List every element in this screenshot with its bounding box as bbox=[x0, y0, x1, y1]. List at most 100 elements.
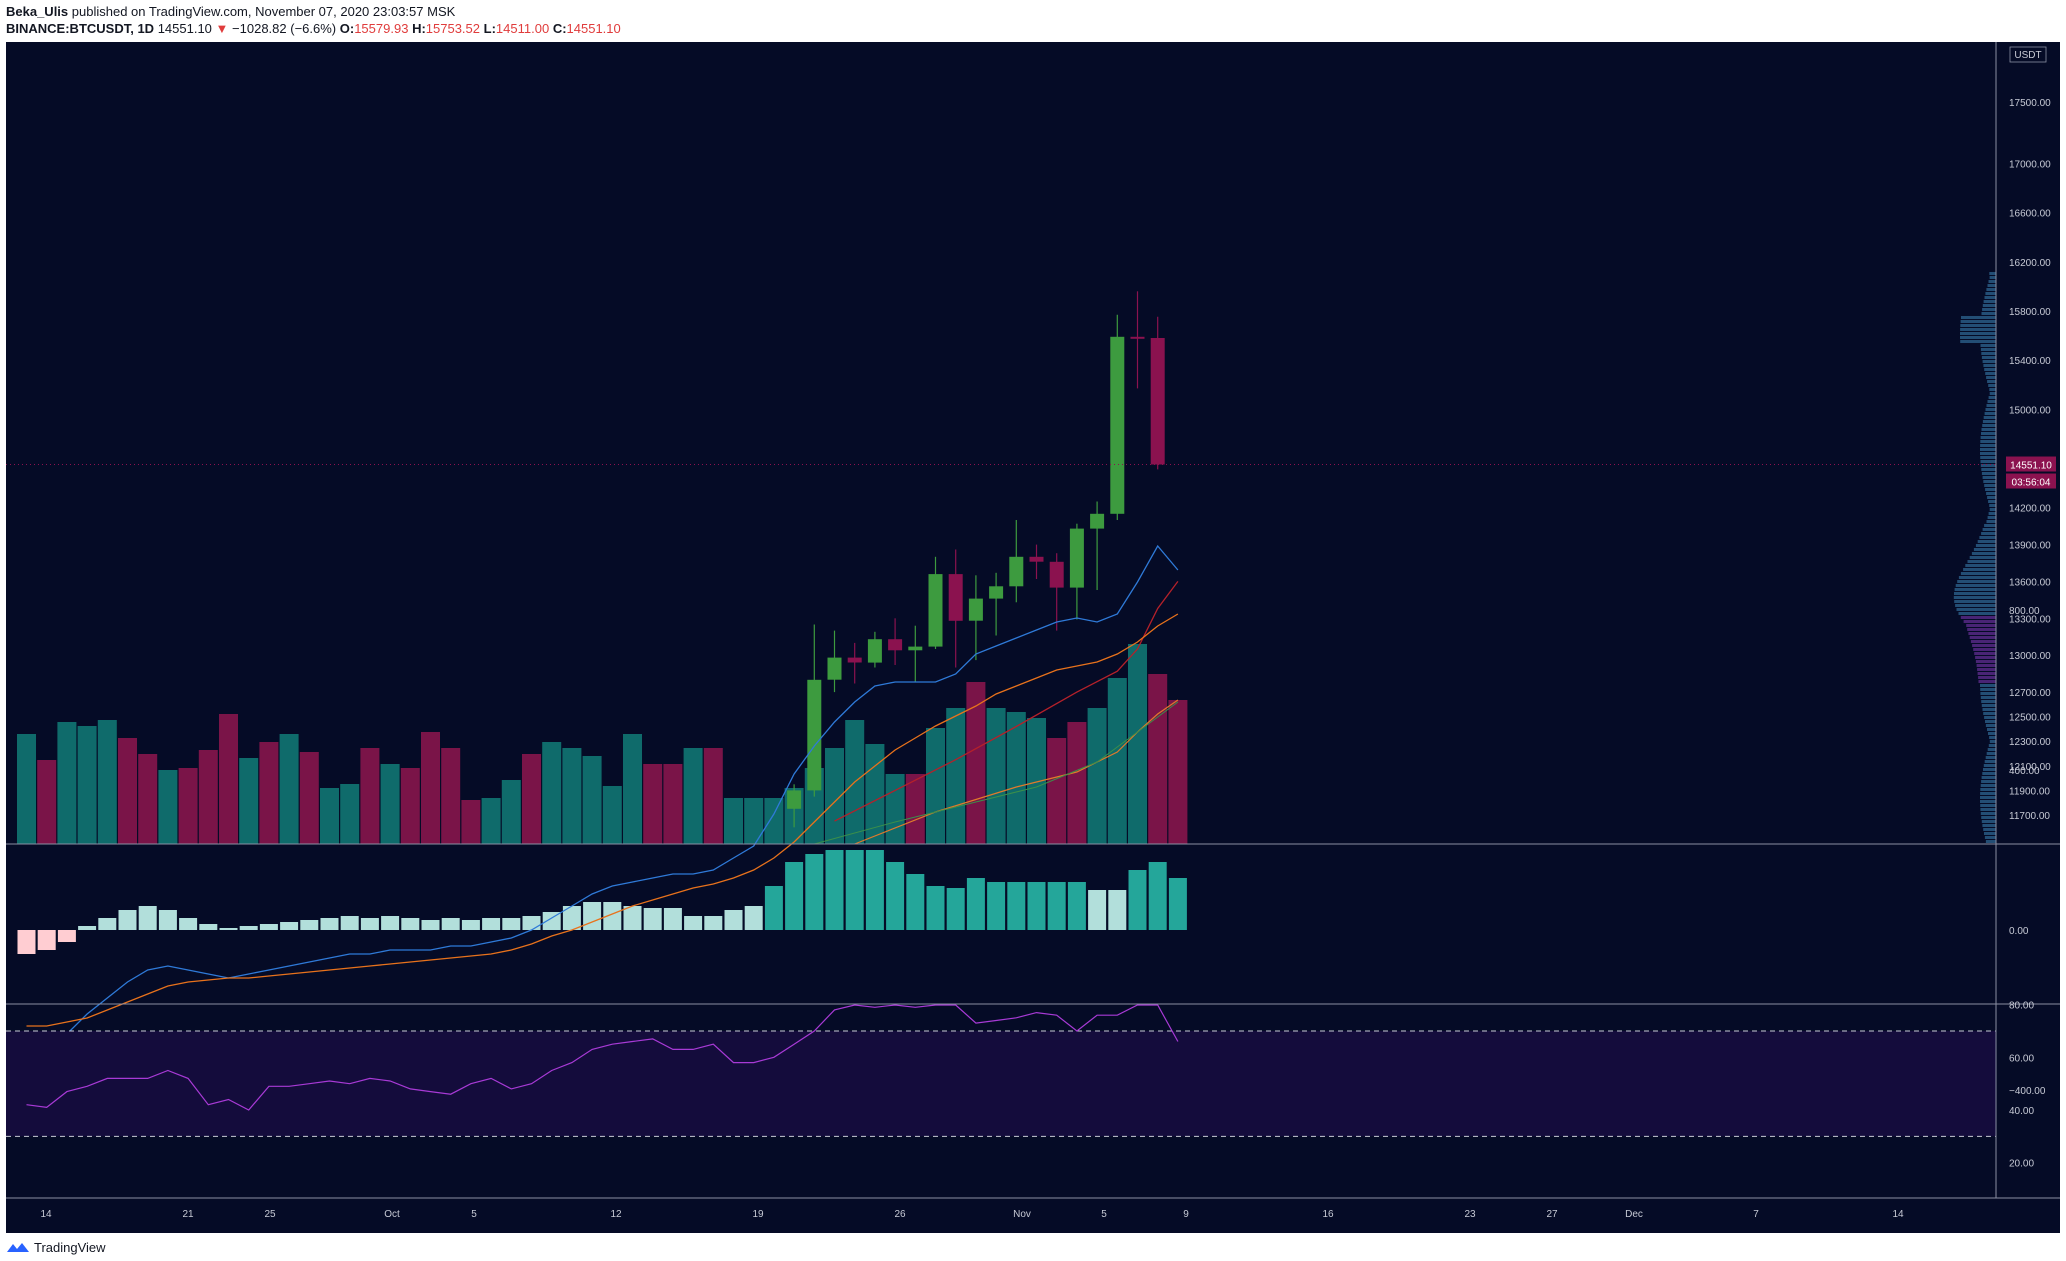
volume-bar bbox=[703, 748, 723, 844]
profile-bar bbox=[1957, 580, 1996, 583]
countdown-tag bbox=[2006, 473, 2056, 489]
macd-histogram-bar bbox=[886, 862, 905, 930]
price-tick-label: 12700.00 bbox=[2009, 688, 2051, 699]
volume-bar bbox=[299, 752, 319, 844]
macd-histogram-bar bbox=[179, 918, 198, 930]
volume-bar bbox=[421, 732, 440, 844]
down-arrow-icon: ▼ bbox=[215, 21, 229, 36]
profile-bar bbox=[1987, 496, 1996, 499]
volume-bar bbox=[320, 788, 339, 844]
volume-bar bbox=[340, 784, 360, 844]
profile-bar bbox=[1975, 660, 1996, 663]
macd-histogram-bar bbox=[522, 916, 541, 930]
macd-histogram-bar bbox=[381, 916, 400, 930]
signal-line bbox=[26, 613, 1179, 1027]
profile-bar bbox=[1974, 652, 1996, 655]
profile-bar bbox=[1980, 436, 1996, 439]
profile-bar bbox=[1981, 704, 1996, 707]
high-label: H: bbox=[412, 21, 426, 36]
profile-bar bbox=[1981, 428, 1996, 431]
currency-badge bbox=[2009, 46, 2047, 63]
macd-histogram-bar bbox=[340, 916, 359, 930]
profile-bar bbox=[1980, 344, 1996, 347]
profile-bar bbox=[1985, 720, 1996, 723]
macd-histogram-bar bbox=[1088, 890, 1107, 930]
volume-bar bbox=[219, 714, 238, 844]
profile-bar bbox=[1963, 620, 1996, 623]
profile-bar bbox=[1983, 480, 1996, 483]
profile-bar bbox=[1985, 840, 1996, 843]
profile-bar bbox=[1985, 488, 1996, 491]
volume-bar bbox=[623, 734, 642, 844]
volume-bar bbox=[239, 758, 259, 844]
countdown-label: 03:56:04 bbox=[2012, 478, 2051, 489]
macd-histogram-bar bbox=[724, 910, 743, 930]
profile-bar bbox=[1985, 756, 1996, 759]
candle-body bbox=[1110, 336, 1125, 514]
candle-body bbox=[1069, 528, 1084, 588]
profile-bar bbox=[1980, 792, 1996, 795]
high-value: 15753.52 bbox=[425, 21, 481, 36]
profile-bar bbox=[1984, 716, 1996, 719]
profile-bar bbox=[1960, 324, 1996, 327]
volume-bar bbox=[986, 708, 1006, 844]
profile-bar bbox=[1960, 336, 1996, 339]
profile-bar bbox=[1987, 380, 1996, 383]
profile-bar bbox=[1981, 356, 1996, 359]
volume-bar bbox=[764, 798, 784, 844]
volume-bar bbox=[158, 770, 178, 844]
x-tick-label: 12 bbox=[610, 1209, 622, 1220]
x-tick-label: 7 bbox=[1753, 1209, 1759, 1220]
macd-histogram-bar bbox=[138, 906, 157, 930]
profile-bar bbox=[1960, 320, 1996, 323]
currency-label: USDT bbox=[2014, 50, 2041, 61]
chart-area[interactable]: 14551.10 03:56:04 17500.00 17000.00 16600.0… bbox=[6, 42, 2060, 1233]
price-tick-label: 13900.00 bbox=[2009, 541, 2051, 552]
profile-bar bbox=[1971, 552, 1996, 555]
profile-bar bbox=[1980, 452, 1996, 455]
profile-bar bbox=[1980, 448, 1996, 451]
chart-canvas[interactable]: 14551.10 03:56:04 17500.00 17000.00 16600.0… bbox=[6, 42, 2060, 1233]
macd-histogram-bar bbox=[1128, 870, 1147, 930]
volume-bar bbox=[946, 708, 966, 844]
macd-histogram-bar bbox=[562, 906, 581, 930]
profile-bar bbox=[1982, 476, 1996, 479]
price-candles bbox=[787, 291, 1165, 828]
macd-histogram-bar bbox=[542, 912, 561, 930]
macd-histogram-bar bbox=[926, 886, 945, 930]
volume-bar bbox=[905, 774, 925, 844]
profile-bar bbox=[1984, 412, 1996, 415]
profile-bar bbox=[1984, 524, 1996, 527]
macd-histogram-bar bbox=[764, 886, 783, 930]
current-price-tag bbox=[2006, 456, 2056, 472]
macd-histogram-bar bbox=[906, 874, 925, 930]
x-tick-label: 16 bbox=[1322, 1209, 1334, 1220]
price-tick-label: 15000.00 bbox=[2009, 405, 2051, 416]
macd-histogram-bar bbox=[583, 902, 602, 930]
brand-name[interactable]: TradingView bbox=[34, 1240, 106, 1255]
profile-bar bbox=[1985, 372, 1996, 375]
profile-bar bbox=[1961, 316, 1996, 319]
close-label: C: bbox=[552, 21, 567, 36]
x-tick-label: Oct bbox=[384, 1209, 400, 1220]
profile-bar bbox=[1987, 516, 1996, 519]
profile-bar bbox=[1983, 764, 1996, 767]
macd-histogram-bar bbox=[37, 930, 56, 950]
profile-bar bbox=[1967, 628, 1996, 631]
volume-ma-line bbox=[814, 701, 1179, 845]
macd-tick-label: 0.00 bbox=[2009, 926, 2029, 937]
macd-histogram-bar bbox=[280, 922, 299, 930]
profile-bar bbox=[1986, 376, 1996, 379]
macd-histogram-bar bbox=[401, 918, 420, 930]
chart-header: Beka_Ulis published on TradingView.com, … bbox=[0, 0, 2066, 40]
rsi-band bbox=[6, 1031, 1996, 1137]
author-name[interactable]: Beka_Ulis bbox=[6, 4, 69, 19]
rsi-tick-label: 20.00 bbox=[2009, 1159, 2034, 1170]
profile-bar bbox=[1986, 492, 1996, 495]
price-tick-label: 16200.00 bbox=[2009, 258, 2051, 269]
profile-bar bbox=[1978, 680, 1996, 683]
macd-histogram-bar bbox=[219, 928, 238, 930]
profile-bar bbox=[1960, 572, 1996, 575]
profile-bar bbox=[1975, 544, 1996, 547]
profile-bar bbox=[1983, 712, 1996, 715]
